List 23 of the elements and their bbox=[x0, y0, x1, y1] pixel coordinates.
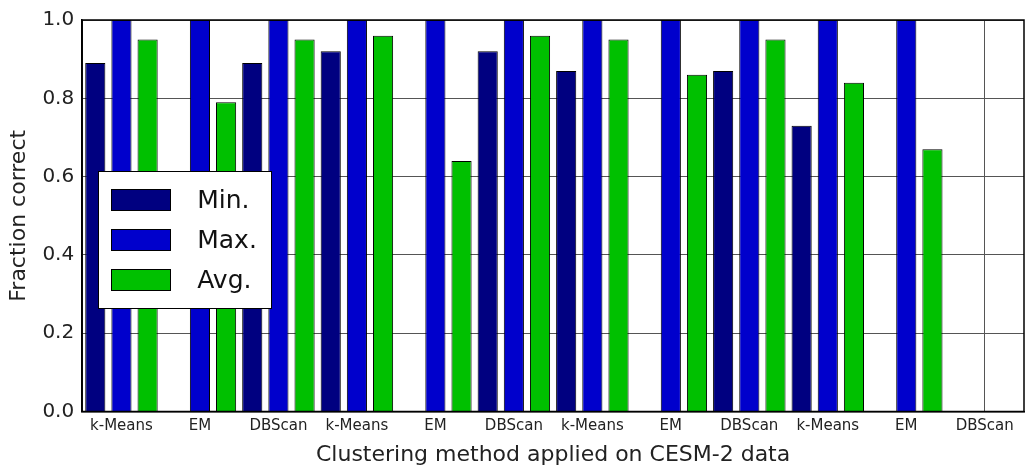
legend-label: Min. bbox=[197, 185, 250, 215]
x-axis-title: Clustering method applied on CESM-2 data bbox=[315, 440, 791, 466]
x-tick-label: EM bbox=[424, 416, 447, 435]
x-tick-label: k-Means bbox=[325, 416, 389, 435]
x-tick-label: DBScan bbox=[484, 416, 543, 435]
x-tick-label: DBScan bbox=[720, 416, 779, 435]
y-tick-label: 0.6 bbox=[42, 162, 75, 187]
x-tick-label: EM bbox=[895, 416, 918, 435]
y-tick-label: 0.2 bbox=[42, 319, 75, 344]
y-tick-label: 1.0 bbox=[42, 6, 75, 31]
x-tick-label: DBScan bbox=[955, 416, 1014, 435]
y-tick-label: 0.0 bbox=[42, 397, 75, 422]
x-tick-label: k-Means bbox=[90, 416, 154, 435]
y-tick-label: 0.4 bbox=[42, 241, 75, 266]
x-tick-label: DBScan bbox=[249, 416, 308, 435]
legend-label: Avg. bbox=[197, 265, 252, 295]
x-tick-label: k-Means bbox=[560, 416, 624, 435]
x-tick-label: EM bbox=[188, 416, 212, 435]
x-tick-label: EM bbox=[659, 416, 683, 435]
y-axis-title: Fraction correct bbox=[4, 129, 30, 302]
y-tick-label: 0.8 bbox=[42, 84, 75, 109]
legend-label: Max. bbox=[197, 225, 257, 255]
x-tick-label: k-Means bbox=[796, 416, 860, 435]
